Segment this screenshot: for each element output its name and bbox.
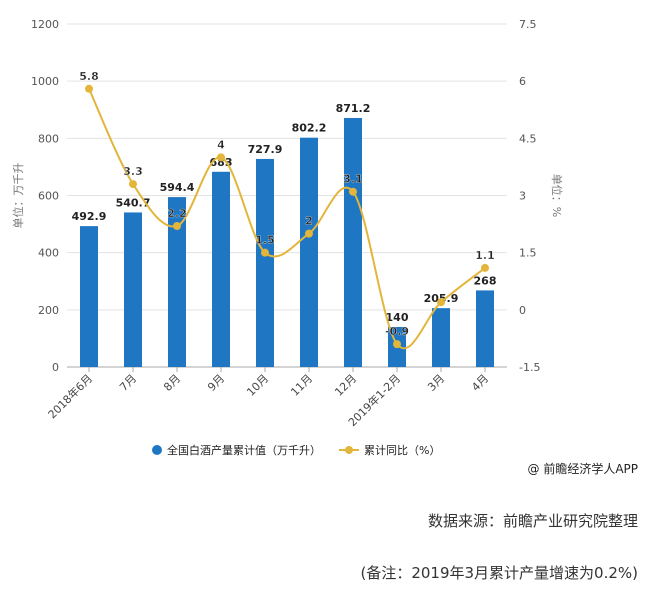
y2-tick-label: 3 [519,190,526,203]
line-series [88,88,486,350]
line-point [217,153,225,162]
bar [300,137,318,367]
line-value-label: 3.1 [343,173,363,186]
line-point [173,221,181,230]
line-value-label: 4 [217,138,225,151]
source-note: 数据来源：前瞻产业研究院整理 [427,512,638,530]
line-value-label: 2 [305,215,313,228]
y2-tick-label: 4.5 [519,132,537,145]
x-tick-label: 3月 [425,372,447,394]
x-tick-label: 4月 [469,372,491,394]
bar-value-label: 871.2 [336,102,371,115]
y-tick-label: 800 [38,132,59,145]
bar-value-label: 140 [386,311,409,324]
bar-value-label: 540.7 [116,196,151,209]
y-tick-label: 0 [52,361,59,374]
line-value-label: -0.9 [385,325,409,338]
line-value-label: 5.8 [79,70,99,83]
x-tick-label: 12月 [332,372,359,399]
bar [212,171,230,367]
y-tick-label: 200 [38,304,59,317]
line-value-label: 1.5 [255,234,275,247]
line-point [85,84,93,93]
x-tick-label: 10月 [244,372,271,399]
bar-value-label: 802.2 [292,122,327,135]
x-tick-label: 2018年6月 [45,371,95,421]
bar [344,117,362,368]
line-point [305,229,313,238]
line-value-label: 1.1 [475,249,495,262]
y2-tick-label: 6 [519,75,526,88]
line-point [129,180,137,189]
line-value-label: 2.2 [167,207,187,220]
credit: @ 前瞻经济学人APP [527,462,639,476]
remark-note: (备注：2019年3月累计产量增速为0.2%) [360,564,638,582]
x-tick-label: 8月 [161,372,183,394]
bar [432,308,450,367]
x-tick-label: 11月 [288,372,315,399]
line-point [437,298,445,307]
bar [256,158,274,367]
bar-value-label: 727.9 [248,143,283,156]
legend-bar-marker [152,445,162,455]
y2-axis-label: 单位：% [550,174,564,217]
y-axis-label: 单位：万千升 [11,163,25,229]
y2-tick-label: 1.5 [519,247,537,260]
y-tick-label: 1000 [31,75,59,88]
line-point [481,263,489,272]
x-tick-label: 7月 [117,372,139,394]
y2-tick-label: -1.5 [519,361,540,374]
y-tick-label: 1200 [31,18,59,31]
line-point [349,187,357,196]
bar [476,290,494,367]
legend-line-dot [345,446,353,454]
chart: 0 200 400 600 800 1000 1200 -1.5 0 1.5 3 4.5 6 7.5 单位：… [11,18,564,457]
line-point [393,340,401,349]
bar-value-label: 268 [474,274,497,287]
bar-value-label: 594.4 [160,181,195,194]
bar-value-label: 492.9 [72,210,107,223]
x-tick-label: 9月 [205,372,227,394]
line-value-label: 3.3 [123,165,143,178]
y2-tick-label: 7.5 [519,18,537,31]
bar [124,212,142,367]
legend-line-label: 累计同比（%） [364,444,440,457]
y-tick-label: 600 [38,190,59,203]
bar [80,226,98,367]
y2-tick-label: 0 [519,304,526,317]
line-point [261,248,269,257]
legend-bar-label: 全国白酒产量累计值（万千升） [167,443,321,457]
bar [168,197,186,367]
y-tick-label: 400 [38,247,59,260]
